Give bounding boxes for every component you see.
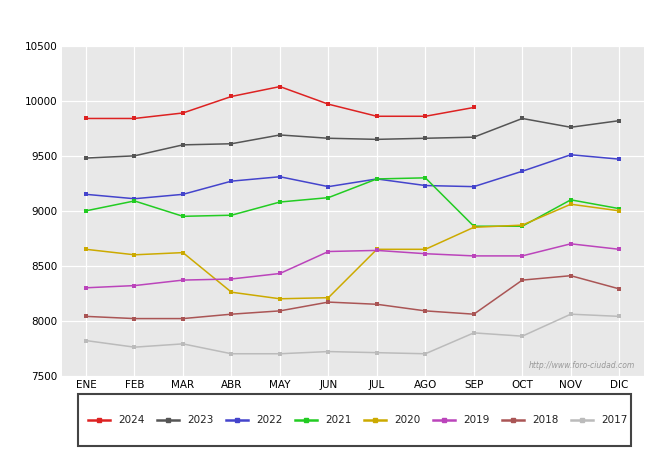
Text: 2018: 2018	[532, 414, 559, 425]
Text: 2023: 2023	[187, 414, 213, 425]
Text: 2019: 2019	[463, 414, 489, 425]
Text: 2022: 2022	[256, 414, 283, 425]
Text: 2024: 2024	[118, 414, 144, 425]
Text: 2020: 2020	[395, 414, 421, 425]
Text: 2021: 2021	[325, 414, 352, 425]
Text: http://www.foro-ciudad.com: http://www.foro-ciudad.com	[528, 361, 635, 370]
Text: Afiliados en Mos a 30/9/2024: Afiliados en Mos a 30/9/2024	[194, 13, 456, 31]
Text: 2017: 2017	[601, 414, 628, 425]
